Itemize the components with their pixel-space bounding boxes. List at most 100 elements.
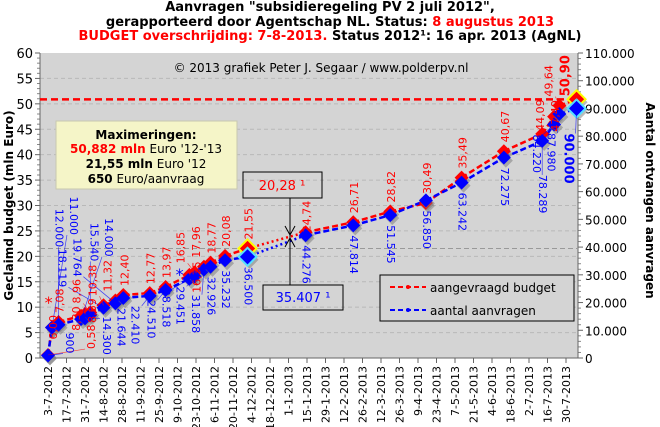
y-tick-label: 20 [16,250,33,265]
title-line-1: Aanvragen "subsidieregeling PV 2 juli 20… [0,0,660,15]
legend-count-label: aantal aanvragen [430,304,536,318]
x-tick-label: 14-8-2012 [97,366,110,423]
budget-data-label: 8,30 [70,306,83,331]
legend-budget-label: aangevraagd budget [430,281,556,295]
maximeringen-value: 650 [88,172,113,186]
count-line-segment [247,234,307,258]
count-asterisk: * [176,265,184,284]
budget-data-label: 16,85 [175,232,188,264]
count-data-label: 12.000 [53,209,66,248]
x-tick-label: 30-7-2013 [560,366,573,423]
y-tick-label: 5 [25,327,33,342]
label-leader-line [99,296,104,306]
count-data-label: 35.232 [219,270,232,309]
y2-tick-label: 20.000 [585,297,627,311]
y2-tick-label: 30.000 [585,269,627,283]
budget-2012-value: 20,28 ¹ [259,179,306,194]
x-tick-label: 26-2-2013 [356,366,369,423]
label-leader-line [573,96,577,100]
legend-box [379,274,575,322]
y2-tick-label: 70.000 [585,158,627,172]
x-tick-label: 9-10-2012 [171,366,184,423]
budget-data-label: 30,49 [421,163,434,195]
y-tick-label: 15 [16,276,33,291]
y-tick-label: 30 [16,200,33,215]
title-text-1: Aanvragen "subsidieregeling PV 2 juli 20… [165,0,495,15]
count-data-label: 14.300 [100,316,113,355]
y-tick-label: 10 [16,301,33,316]
budget-data-label: 13,97 [161,246,174,278]
count-data-label: 18.119 [55,249,68,288]
x-tick-label: 1-1-2013 [282,366,295,416]
y2-tick-label: 90.000 [585,102,627,116]
label-leader-line [83,276,116,304]
budget-data-label: 16,35 [190,261,203,293]
label-leader-line [186,276,195,287]
count-data-label: 22.410 [129,306,142,345]
budget-line-segment [352,210,391,224]
maximeringen-unit: Euro '12 [153,157,206,171]
legend-count-marker [406,308,410,312]
budget-data-label: 35,49 [457,137,470,169]
x-tick-label: 29-1-2013 [319,366,332,423]
x-tick-label: 18-12-2012 [264,366,277,427]
status-date: 8 augustus 2013 [432,15,555,30]
x-tick-label: 28-8-2012 [116,366,129,423]
count-data-label: 72.275 [498,168,511,207]
label-leader-line [557,114,560,134]
maximeringen-unit: Euro/aanvraag [113,172,205,186]
label-leader-line [555,96,560,106]
maximeringen-line: 21,55 mln Euro '12 [86,157,207,171]
x-tick-label: 23-4-2013 [430,366,443,423]
y-tick-label: 40 [16,149,33,164]
copyright: © 2013 grafiek Peter J. Segaar / www.pol… [174,61,469,75]
maximeringen-line: 650 Euro/aanvraag [88,172,205,186]
count-line-segment [305,224,354,237]
count-line-segment [352,213,391,227]
title-line-2: gerapporteerd door Agentschap NL. Status… [0,15,660,30]
budget-line-segment [305,221,354,234]
budget-data-label: 0,58 [85,325,98,350]
legend-budget-marker [406,285,410,289]
count-data-label: 11.000 [67,197,80,236]
maximeringen-heading: Maximeringen: [95,128,196,142]
budget-data-label: 12,77 [145,253,158,285]
budget-data-label: 11,32 [101,260,114,292]
x-tick-label: 23-10-2012 [190,366,203,427]
count-data-label: 90.000 [561,133,576,183]
count-data-label: 14.000 [102,218,115,257]
budget-data-label: 49,64 [542,65,555,97]
count-line-segment [503,139,543,159]
arrow-down-icon [284,225,296,237]
y2-tick-label: 0 [585,352,593,366]
count-marker [298,228,313,243]
count-data-label: 51.545 [384,225,397,264]
count-marker [418,193,433,208]
y2-tick-label: 40.000 [585,241,627,255]
status-2012: Status 2012¹: 16 apr. 2013 (AgNL) [327,29,582,44]
x-tick-label: 20-11-2012 [227,366,240,427]
count-data-label: 47.814 [347,235,360,273]
x-tick-label: 26-3-2013 [393,366,406,423]
x-tick-label: 2-7-2013 [523,366,536,416]
count-data-label: 44.276 [300,245,313,284]
x-tick-label: 21-5-2013 [467,366,480,423]
arrow-up-icon [284,236,296,248]
maximeringen-line: 50,882 mln Euro '12-'13 [70,142,222,156]
count-data-label: 15.540 [87,223,100,261]
y-tick-label: 50 [16,98,33,113]
maximeringen-value: 50,882 mln [70,142,146,156]
count-data-label: 84.220 [530,134,543,173]
label-leader-line [47,348,86,356]
x-tick-label: 3-7-2012 [42,366,55,416]
count-data-label: 32.926 [205,277,218,316]
count-data-label: 56.850 [420,210,433,249]
count-data-label: 21.644 [114,308,127,347]
y2-tick-label: 60.000 [585,186,627,200]
budget-data-label: 7,08 [54,289,67,314]
label-leader-line [51,234,68,328]
budget-line-segment [460,150,505,179]
count-data-label: 19.764 [70,238,83,277]
y2-tick-label: 50.000 [585,213,627,227]
x-tick-label: 7-5-2013 [449,366,462,416]
